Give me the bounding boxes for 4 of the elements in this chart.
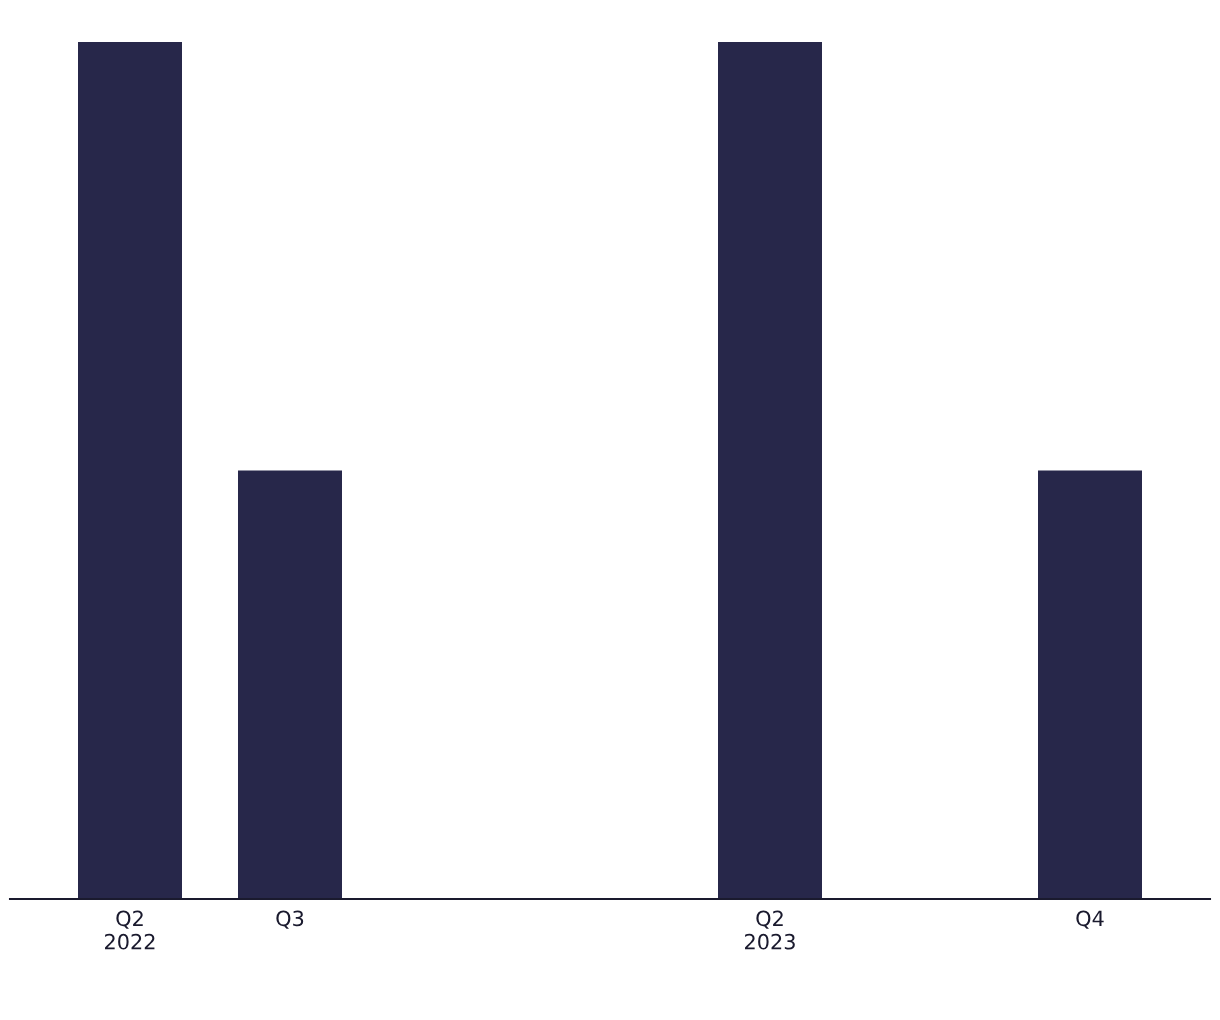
x-tick-label: Q2 2022	[105, 910, 155, 950]
x-tick-label: Q4	[1076, 910, 1104, 929]
x-tick-label: Q3	[276, 910, 304, 929]
x-tick-label: Q2 2023	[745, 910, 795, 950]
